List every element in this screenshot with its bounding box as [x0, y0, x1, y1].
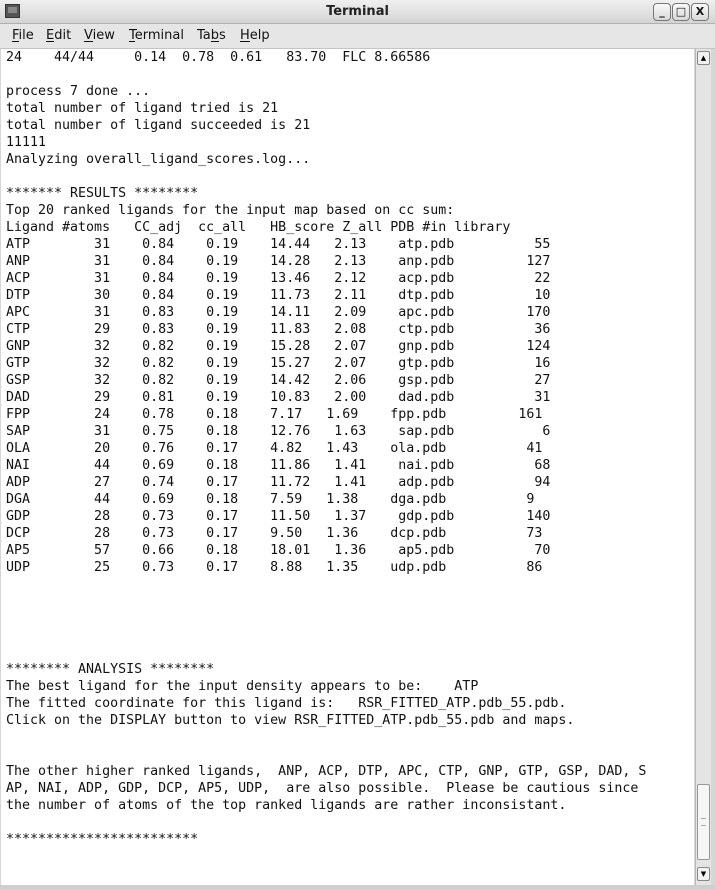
terminal-line: The fitted coordinate for this ligand is… [6, 696, 567, 711]
terminal-line: ATP 31 0.84 0.19 14.44 2.13 atp.pdb 55 [6, 237, 551, 252]
terminal-line: NAI 44 0.69 0.18 11.86 1.41 nai.pdb 68 [6, 458, 551, 473]
terminal-line: ADP 27 0.74 0.17 11.72 1.41 adp.pdb 94 [6, 475, 551, 490]
terminal-line: ACP 31 0.84 0.19 13.46 2.12 acp.pdb 22 [6, 271, 551, 286]
mnemonic-underline [46, 41, 55, 42]
terminal-icon[interactable] [5, 4, 20, 18]
terminal-line [6, 610, 646, 627]
terminal-line: 11111 [6, 135, 47, 150]
terminal-line: process 7 done ... [6, 84, 151, 99]
terminal-line: 24 44/44 0.14 0.78 0.61 83.70 FLC 8.6658… [6, 50, 431, 65]
terminal-line: DAD 29 0.81 0.19 10.83 2.00 dad.pdb 31 [6, 390, 551, 405]
close-button[interactable]: X [691, 3, 709, 21]
close-icon: X [695, 5, 705, 18]
scroll-down-button[interactable]: ▼ [697, 867, 710, 881]
terminal-line: AP5 57 0.66 0.18 18.01 1.36 ap5.pdb 70 [6, 543, 551, 558]
terminal-line: total number of ligand tried is 21 [6, 101, 279, 116]
terminal-line: Click on the DISPLAY button to view RSR_… [6, 713, 575, 728]
terminal-line: UDP 25 0.73 0.17 8.88 1.35 udp.pdb 86 [6, 560, 543, 575]
scroll-up-button[interactable]: ▲ [697, 51, 710, 65]
terminal-line: The best ligand for the input density ap… [6, 679, 479, 694]
terminal-line [6, 168, 646, 185]
terminal-line: FPP 24 0.78 0.18 7.17 1.69 fpp.pdb 161 [6, 407, 543, 422]
terminal-line [6, 576, 646, 593]
terminal-line: OLA 20 0.76 0.17 4.82 1.43 ola.pdb 41 [6, 441, 543, 456]
terminal-output: 24 44/44 0.14 0.78 0.61 83.70 FLC 8.6658… [6, 49, 646, 848]
terminal-line [6, 627, 646, 644]
terminal-line: GNP 32 0.82 0.19 15.28 2.07 gnp.pdb 124 [6, 339, 551, 354]
terminal-line: GDP 28 0.73 0.17 11.50 1.37 gdp.pdb 140 [6, 509, 551, 524]
terminal-line: DCP 28 0.73 0.17 9.50 1.36 dcp.pdb 73 [6, 526, 543, 541]
terminal-line: ANP 31 0.84 0.19 14.28 2.13 anp.pdb 127 [6, 254, 551, 269]
mnemonic-underline [210, 41, 220, 42]
terminal-line [6, 729, 646, 746]
terminal-line [6, 644, 646, 661]
terminal-line: Top 20 ranked ligands for the input map … [6, 203, 455, 218]
terminal-line: GTP 32 0.82 0.19 15.27 2.07 gtp.pdb 16 [6, 356, 551, 371]
menu-terminal[interactable]: Terminal [129, 28, 184, 43]
menu-tabs[interactable]: Tabs [197, 28, 226, 43]
mnemonic-underline [84, 41, 93, 42]
menu-edit[interactable]: Edit [46, 28, 72, 43]
terminal-line: GSP 32 0.82 0.19 14.42 2.06 gsp.pdb 27 [6, 373, 551, 388]
terminal-line: AP, NAI, ADP, GDP, DCP, AP5, UDP, are al… [6, 781, 639, 796]
terminal-line: APC 31 0.83 0.19 14.11 2.09 apc.pdb 170 [6, 305, 551, 320]
mnemonic-underline [12, 41, 19, 42]
terminal-line: The other higher ranked ligands, ANP, AC… [6, 764, 647, 779]
terminal-content[interactable]: 24 44/44 0.14 0.78 0.61 83.70 FLC 8.6658… [1, 49, 694, 885]
terminal-line: Ligand #atoms CC_adj cc_all HB_score Z_a… [6, 220, 511, 235]
terminal-line: ******* RESULTS ******** [6, 186, 199, 201]
menu-help[interactable]: Help [240, 28, 270, 43]
window-title: Terminal [326, 4, 389, 19]
maximize-icon: □ [675, 5, 687, 18]
terminal-line: total number of ligand succeeded is 21 [6, 118, 311, 133]
menu-bar: File Edit View Terminal Tabs Help [0, 24, 715, 49]
terminal-line: Analyzing overall_ligand_scores.log... [6, 152, 311, 167]
terminal-line [6, 746, 646, 763]
mnemonic-underline [129, 41, 135, 42]
vertical-scrollbar[interactable]: ▲ ▼ [695, 49, 711, 885]
minimize-button[interactable]: _ [653, 3, 671, 21]
maximize-button[interactable]: □ [672, 3, 690, 21]
terminal-line: CTP 29 0.83 0.19 11.83 2.08 ctp.pdb 36 [6, 322, 551, 337]
title-bar: Terminal _ □ X [0, 0, 715, 24]
terminal-line: ******** ANALYSIS ******** [6, 662, 215, 677]
scrollbar-thumb[interactable] [697, 784, 710, 860]
terminal-line: ************************ [6, 832, 199, 847]
terminal-line: SAP 31 0.75 0.18 12.76 1.63 sap.pdb 6 [6, 424, 551, 439]
mnemonic-underline [240, 41, 250, 42]
minimize-icon: _ [659, 5, 665, 18]
menu-view[interactable]: View [84, 28, 115, 43]
window-frame [0, 885, 715, 889]
terminal-line: DGA 44 0.69 0.18 7.59 1.38 dga.pdb 9 [6, 492, 535, 507]
arrow-up-icon: ▲ [700, 54, 707, 62]
terminal-line [6, 66, 646, 83]
terminal-line: DTP 30 0.84 0.19 11.73 2.11 dtp.pdb 10 [6, 288, 551, 303]
terminal-line: the number of atoms of the top ranked li… [6, 798, 567, 813]
arrow-down-icon: ▼ [700, 870, 707, 878]
menu-file[interactable]: File [12, 28, 34, 43]
terminal-line [6, 593, 646, 610]
terminal-line [6, 814, 646, 831]
